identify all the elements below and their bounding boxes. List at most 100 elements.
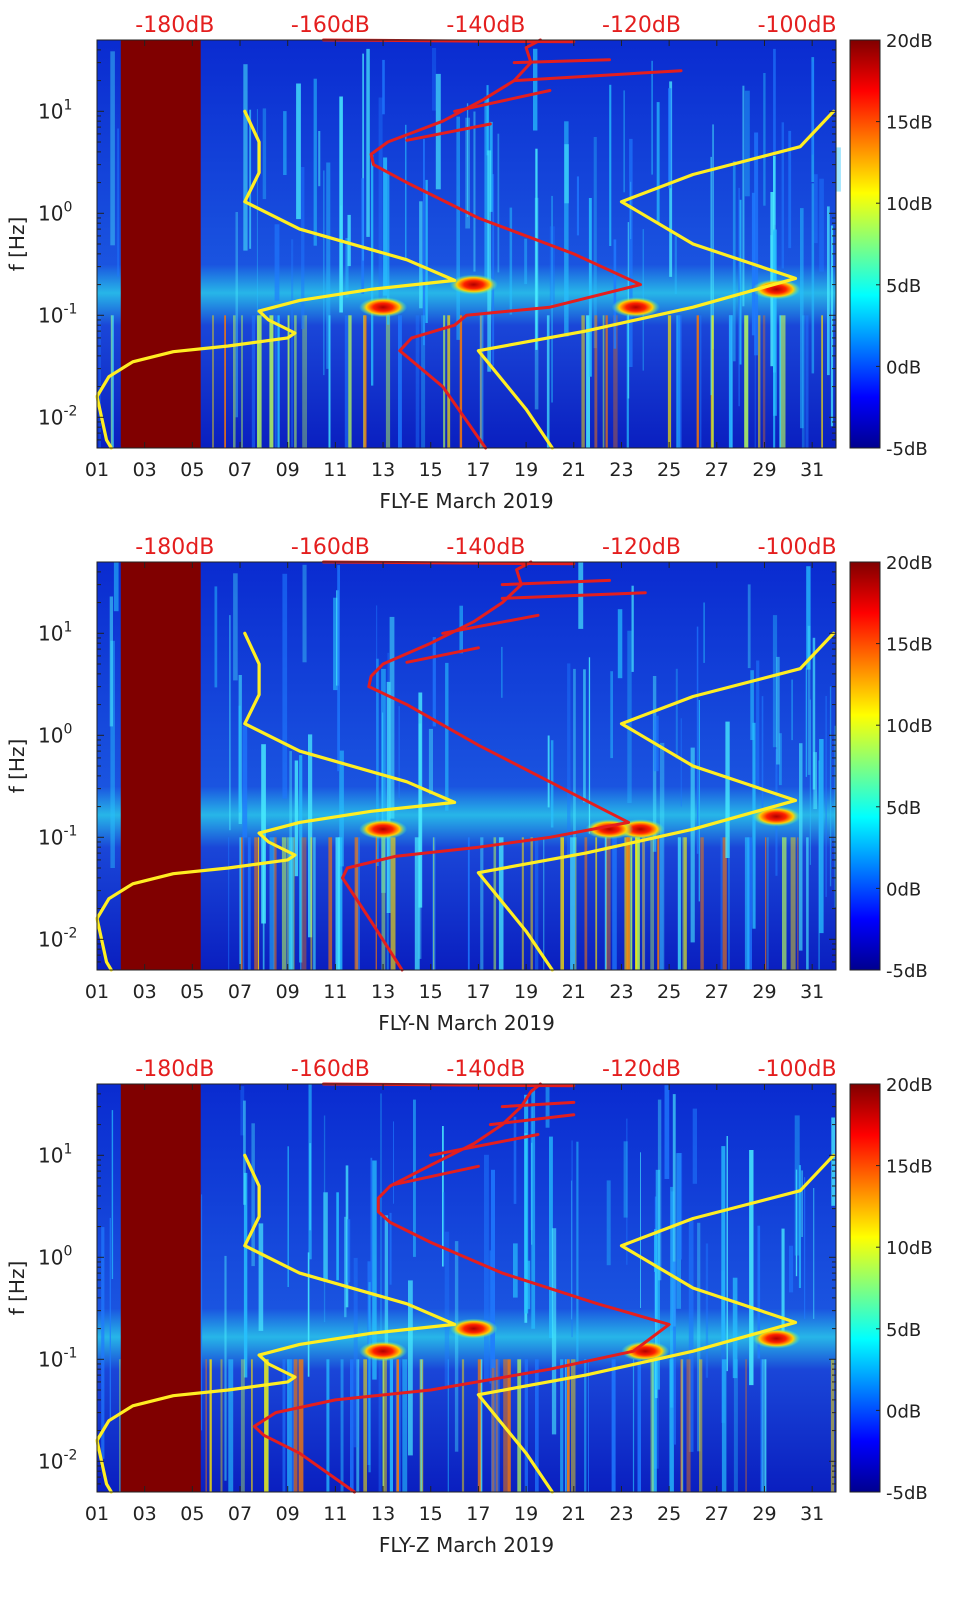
noise-model-curve — [97, 1441, 111, 1493]
spectrogram-streak — [323, 1115, 326, 1323]
x-tick-label: 09 — [276, 459, 300, 481]
spectrogram-streak — [361, 178, 365, 294]
self-noise-curve — [455, 91, 550, 112]
spectrogram-streak — [220, 1359, 223, 1492]
spectrogram-streak — [624, 837, 628, 970]
spectrogram-streak — [758, 315, 761, 448]
spectrogram-streak — [696, 315, 699, 448]
spectrogram-streak — [617, 609, 623, 679]
axes-frame — [96, 39, 837, 449]
spectrogram-streak — [635, 837, 638, 970]
spectrogram-streak — [491, 1359, 495, 1492]
spectrogram-streak — [376, 658, 379, 866]
colorbar-tick-label: 5dB — [886, 798, 921, 819]
spectrogram-streak — [209, 1359, 212, 1492]
spectrogram-streak — [654, 1229, 657, 1272]
self-noise-curve — [502, 580, 609, 584]
x-tick-label: 23 — [609, 459, 633, 481]
spectrogram-streak — [491, 1359, 496, 1492]
top-tick-label: -140dB — [446, 1057, 525, 1082]
spectrogram-streak — [651, 60, 653, 175]
spectrogram-streak — [801, 1170, 803, 1237]
spectrogram-streak — [699, 315, 702, 448]
top-tick-label: -140dB — [446, 13, 525, 38]
spectrogram-streak — [745, 1359, 747, 1492]
spectrogram-streak — [405, 124, 407, 260]
spectrogram-streak — [524, 238, 528, 285]
spectrogram-streak — [712, 124, 714, 350]
spectrogram-streak — [754, 315, 756, 448]
spectrogram-streak — [830, 225, 834, 427]
spectrogram-streak — [243, 1100, 246, 1205]
spectrogram-streak — [459, 315, 463, 448]
spectrogram-streak — [805, 668, 807, 777]
spectrogram-streak — [517, 1359, 522, 1492]
x-axis-title: FLY-E March 2019 — [379, 489, 553, 513]
spectrogram-streak — [497, 133, 500, 273]
spectrogram-streak — [241, 315, 243, 448]
spectrogram-streak — [744, 315, 749, 448]
spectrogram-streak — [294, 315, 297, 448]
spectrogram-streak — [725, 721, 730, 858]
self-noise-curve — [443, 615, 538, 633]
spectrogram-streak — [626, 1118, 628, 1265]
spectrogram-streak — [368, 1282, 371, 1473]
spectrogram-streak — [418, 723, 422, 959]
spectrogram-streak — [480, 837, 484, 970]
spectrogram-streak — [738, 187, 740, 407]
x-tick-label: 25 — [657, 459, 681, 481]
x-tick-label: 07 — [228, 981, 252, 1003]
spectrogram-streak — [721, 1270, 726, 1423]
spectrogram-streak — [383, 157, 388, 296]
spectrogram-streak — [819, 178, 824, 272]
spectrogram-streak — [340, 1359, 344, 1492]
spectrogram-streak — [782, 837, 787, 970]
spectrogram-streak — [212, 315, 214, 448]
colorbar-tick-label: 5dB — [886, 276, 921, 297]
spectrogram-streak — [779, 315, 782, 448]
x-tick-label: 29 — [752, 459, 776, 481]
spectrogram-streak — [294, 760, 299, 877]
spectrogram-streak — [433, 837, 435, 970]
spectrogram-streak — [496, 1359, 500, 1492]
spectrogram-streak — [362, 53, 364, 261]
spectrogram-hotspot — [359, 1341, 408, 1362]
spectrogram-streak — [765, 837, 767, 970]
spectrogram-streak — [353, 1257, 358, 1448]
data-gap-block — [120, 40, 201, 448]
spectrogram-streak — [338, 837, 343, 970]
x-tick-label: 31 — [800, 1503, 824, 1525]
self-noise-curve — [502, 1102, 574, 1106]
spectrogram-streak — [773, 48, 776, 225]
x-tick-label: 07 — [228, 1503, 252, 1525]
colorbar-tick-label: -5dB — [886, 1483, 928, 1504]
spectrogram-streak — [398, 315, 402, 448]
x-tick-label: 11 — [323, 459, 347, 481]
x-tick-label: 21 — [562, 1503, 586, 1525]
spectrogram-streak — [546, 315, 550, 448]
spectrogram-streak — [549, 1136, 553, 1339]
panel-fly-n: -180dB -160dB -140dB -120dB -100dB 01 03… — [5, 535, 933, 1035]
spectrogram-streak — [675, 668, 678, 759]
spectrogram-streak — [527, 1260, 531, 1310]
spectrogram-streak — [418, 692, 423, 908]
spectrogram-streak — [109, 596, 113, 727]
spectrogram-streak — [836, 147, 841, 192]
spectrogram-streak — [384, 1359, 387, 1492]
spectrogram-streak — [567, 1359, 570, 1492]
spectrogram-streak — [344, 1216, 347, 1318]
spectrogram-streak — [627, 630, 632, 803]
spectrogram-streak — [588, 198, 592, 377]
spectrogram-streak — [443, 1192, 445, 1266]
spectrogram-streak — [733, 1359, 738, 1492]
spectrogram-streak — [308, 1084, 312, 1260]
spectrogram-streak — [477, 1359, 482, 1492]
self-noise-curve — [502, 593, 645, 599]
spectrogram-streak — [101, 1227, 105, 1459]
spectrogram-streak — [98, 315, 101, 448]
spectrogram-streak — [513, 1243, 518, 1298]
spectrogram-streak — [240, 1086, 245, 1136]
spectrogram-streak — [493, 837, 497, 970]
spectrogram-streak — [487, 150, 492, 372]
